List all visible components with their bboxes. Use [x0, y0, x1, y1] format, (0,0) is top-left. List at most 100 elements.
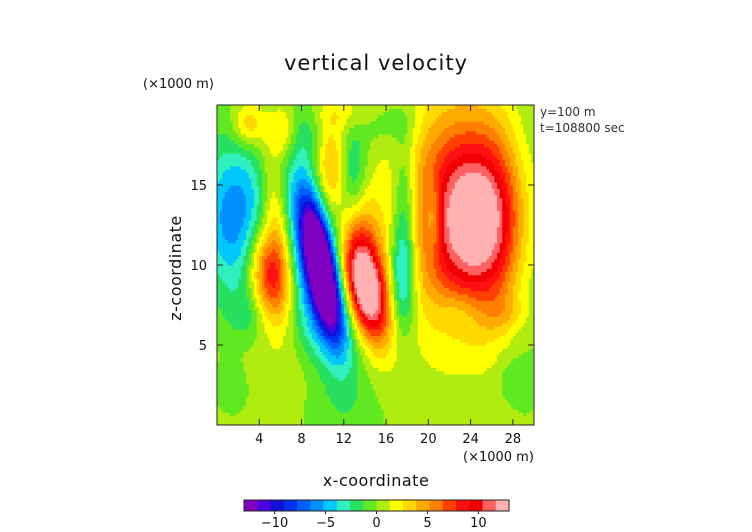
- field-cell: [219, 335, 223, 340]
- field-cell: [304, 348, 308, 352]
- field-cell: [338, 377, 342, 381]
- field-cell: [357, 319, 361, 324]
- field-cell: [489, 361, 493, 365]
- field-cell: [304, 393, 308, 397]
- field-cell: [222, 303, 226, 308]
- field-cell: [314, 309, 318, 314]
- field-cell: [312, 370, 316, 375]
- field-cell: [386, 393, 390, 397]
- field-cell: [475, 335, 480, 340]
- field-cell: [290, 290, 295, 295]
- field-cell: [386, 370, 390, 375]
- field-cell: [280, 290, 284, 295]
- field-cell: [275, 409, 279, 413]
- field-cell: [327, 293, 332, 298]
- field-cell: [296, 412, 300, 416]
- field-cell: [460, 351, 464, 356]
- field-cell: [259, 319, 263, 324]
- field-cell: [423, 303, 427, 308]
- field-cell: [475, 345, 480, 349]
- field-cell: [423, 293, 427, 298]
- field-cell: [417, 412, 422, 416]
- field-cell: [227, 319, 231, 324]
- field-cell: [333, 364, 337, 368]
- field-cell: [335, 367, 340, 372]
- field-cell: [230, 303, 234, 308]
- field-cell: [259, 300, 263, 304]
- field-cell: [502, 300, 506, 304]
- field-cell: [275, 370, 279, 375]
- field-cell: [523, 319, 527, 324]
- field-cell: [367, 367, 371, 372]
- field-cell: [531, 316, 534, 320]
- field-cell: [433, 370, 437, 375]
- field-cell: [483, 335, 488, 340]
- field-cell: [452, 412, 456, 416]
- field-cell: [322, 322, 326, 327]
- field-cell: [280, 383, 284, 388]
- field-cell: [338, 396, 342, 400]
- field-cell: [251, 402, 255, 407]
- field-cell: [515, 412, 519, 416]
- field-cell: [243, 367, 247, 372]
- field-cell: [235, 418, 239, 423]
- field-cell: [219, 383, 223, 388]
- field-cell: [283, 329, 287, 333]
- field-cell: [322, 396, 326, 400]
- field-cell: [428, 421, 432, 425]
- field-cell: [238, 418, 242, 423]
- field-cell: [470, 354, 474, 359]
- field-cell: [256, 316, 260, 320]
- field-cell: [523, 361, 527, 365]
- field-cell: [248, 389, 252, 394]
- field-cell: [465, 412, 469, 416]
- field-cell: [290, 316, 295, 320]
- field-cell: [452, 338, 456, 343]
- field-cell: [314, 421, 318, 425]
- field-cell: [409, 415, 414, 420]
- field-cell: [523, 345, 527, 349]
- annotation-text: t=108800 sec: [540, 121, 625, 135]
- field-cell: [343, 389, 348, 394]
- field-cell: [320, 380, 324, 384]
- field-cell: [475, 303, 480, 308]
- field-cell: [489, 399, 493, 404]
- field-cell: [515, 303, 519, 308]
- field-cell: [460, 370, 464, 375]
- field-cell: [407, 418, 411, 423]
- field-cell: [317, 412, 321, 416]
- field-cell: [222, 418, 226, 423]
- field-cell: [438, 370, 443, 375]
- field-cell: [362, 306, 366, 311]
- field-cell: [306, 354, 311, 359]
- field-cell: [275, 322, 279, 327]
- field-cell: [423, 361, 427, 365]
- field-cell: [467, 316, 472, 320]
- field-cell: [304, 290, 308, 295]
- field-cell: [386, 380, 390, 384]
- field-cell: [317, 329, 321, 333]
- field-cell: [526, 332, 530, 336]
- field-cell: [436, 309, 440, 314]
- field-cell: [512, 412, 517, 416]
- field-cell: [293, 412, 297, 416]
- field-cell: [275, 290, 279, 295]
- field-cell: [280, 338, 284, 343]
- field-cell: [433, 345, 437, 349]
- field-cell: [267, 402, 271, 407]
- field-cell: [248, 412, 252, 416]
- field-cell: [269, 393, 274, 397]
- field-cell: [243, 389, 247, 394]
- field-cell: [235, 412, 239, 416]
- field-cell: [238, 364, 242, 368]
- field-cell: [238, 357, 242, 362]
- field-cell: [219, 329, 223, 333]
- field-cell: [277, 319, 281, 324]
- field-cell: [232, 409, 237, 413]
- field-cell: [317, 290, 321, 295]
- field-cell: [497, 421, 501, 425]
- field-cell: [349, 386, 353, 391]
- field-cell: [359, 297, 363, 301]
- field-cell: [441, 313, 445, 317]
- field-cell: [473, 373, 477, 378]
